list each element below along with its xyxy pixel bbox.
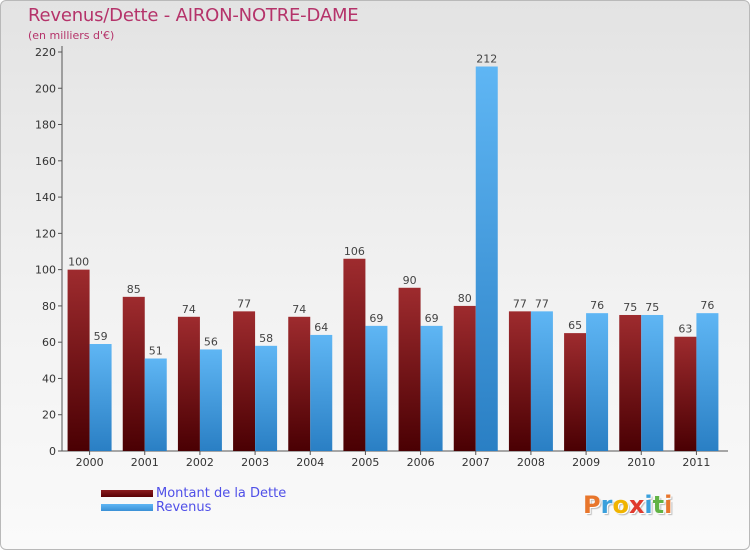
value-label: 65 xyxy=(568,319,582,332)
legend-swatch-revenue xyxy=(101,504,153,511)
x-tick-label: 2006 xyxy=(407,456,435,469)
x-tick-label: 2011 xyxy=(682,456,710,469)
chart-subtitle: (en milliers d'€) xyxy=(28,29,115,42)
y-tick-label: 220 xyxy=(35,46,56,59)
logo-letter: r xyxy=(600,491,613,519)
value-label: 69 xyxy=(425,312,439,325)
value-label: 56 xyxy=(204,335,218,348)
bar-debt-2003 xyxy=(233,311,256,451)
bar-debt-2006 xyxy=(398,287,421,451)
x-tick-label: 2002 xyxy=(186,456,214,469)
bar-revenue-2002 xyxy=(199,349,222,451)
y-tick-label: 40 xyxy=(42,372,56,385)
bar-debt-2001 xyxy=(122,296,145,451)
y-tick-label: 60 xyxy=(42,336,56,349)
x-tick-label: 2004 xyxy=(296,456,324,469)
bar-debt-2011 xyxy=(674,336,697,451)
logo-letter: x xyxy=(628,491,645,519)
y-tick-label: 80 xyxy=(42,300,56,313)
chart-bars xyxy=(67,66,719,451)
value-label: 77 xyxy=(535,297,549,310)
value-label: 59 xyxy=(94,330,108,343)
y-tick-label: 20 xyxy=(42,409,56,422)
value-label: 74 xyxy=(182,303,196,316)
legend-label-debt: Montant de la Dette xyxy=(156,486,287,501)
bar-debt-2002 xyxy=(177,316,200,451)
y-tick-label: 0 xyxy=(49,445,56,458)
value-label: 77 xyxy=(513,297,527,310)
value-label: 85 xyxy=(127,283,141,296)
bar-debt-2004 xyxy=(288,316,311,451)
proxiti-logo: Proxiti xyxy=(583,491,672,519)
legend-swatch-debt xyxy=(101,490,153,497)
logo-letter: o xyxy=(612,491,629,519)
x-tick-label: 2001 xyxy=(131,456,159,469)
y-tick-label: 100 xyxy=(35,264,56,277)
x-tick-label: 2009 xyxy=(572,456,600,469)
value-label: 90 xyxy=(403,274,417,287)
bar-revenue-2005 xyxy=(365,325,388,451)
bar-revenue-2004 xyxy=(310,334,333,451)
value-label: 64 xyxy=(314,321,328,334)
logo-letter: P xyxy=(583,491,601,519)
value-label: 74 xyxy=(292,303,306,316)
x-tick-label: 2003 xyxy=(241,456,269,469)
legend-label-revenue: Revenus xyxy=(156,500,212,515)
bar-debt-2009 xyxy=(564,333,587,451)
value-label: 76 xyxy=(590,299,604,312)
chart-title: Revenus/Dette - AIRON-NOTRE-DAME xyxy=(28,5,359,26)
x-tick-label: 2010 xyxy=(627,456,655,469)
y-tick-label: 200 xyxy=(35,82,56,95)
logo-letter: i xyxy=(644,491,653,519)
bar-revenue-2003 xyxy=(255,345,278,451)
bar-revenue-2000 xyxy=(89,343,112,451)
y-tick-label: 160 xyxy=(35,155,56,168)
value-label: 76 xyxy=(700,299,714,312)
x-tick-label: 2008 xyxy=(517,456,545,469)
value-label: 77 xyxy=(237,297,251,310)
bar-debt-2008 xyxy=(508,311,531,451)
bar-revenue-2011 xyxy=(696,313,719,451)
value-label: 58 xyxy=(259,332,273,345)
y-tick-label: 140 xyxy=(35,191,56,204)
y-tick-label: 180 xyxy=(35,119,56,132)
bar-revenue-2009 xyxy=(586,313,609,451)
chart-value-labels: 100 59 85 51 74 56 77 58 74 64 106 69 90 69 80 212 77 77 6… xyxy=(68,53,714,358)
bar-debt-2010 xyxy=(619,314,642,451)
bar-revenue-2006 xyxy=(420,325,443,451)
value-label: 75 xyxy=(623,301,637,314)
value-label: 69 xyxy=(369,312,383,325)
bar-debt-2000 xyxy=(67,269,90,451)
x-tick-label: 2000 xyxy=(76,456,104,469)
value-label: 80 xyxy=(458,292,472,305)
bar-debt-2005 xyxy=(343,258,366,451)
value-label: 63 xyxy=(678,323,692,336)
x-tick-label: 2005 xyxy=(351,456,379,469)
logo-letter: i xyxy=(664,491,673,519)
value-label: 100 xyxy=(68,256,89,269)
logo-letter: t xyxy=(652,491,665,519)
value-label: 51 xyxy=(149,345,163,358)
x-tick-label: 2007 xyxy=(462,456,490,469)
value-label: 75 xyxy=(645,301,659,314)
bar-revenue-2010 xyxy=(641,314,664,451)
bar-revenue-2007 xyxy=(475,66,498,451)
bar-revenue-2008 xyxy=(530,311,553,451)
bar-debt-2007 xyxy=(453,305,476,451)
bar-revenue-2001 xyxy=(144,358,167,451)
value-label: 106 xyxy=(344,245,365,258)
y-tick-label: 120 xyxy=(35,227,56,240)
value-label: 212 xyxy=(476,53,497,66)
chart-axes: 0 20 40 60 80 100 120 140 160 180 200 220 2000 2001 20… xyxy=(35,46,728,469)
